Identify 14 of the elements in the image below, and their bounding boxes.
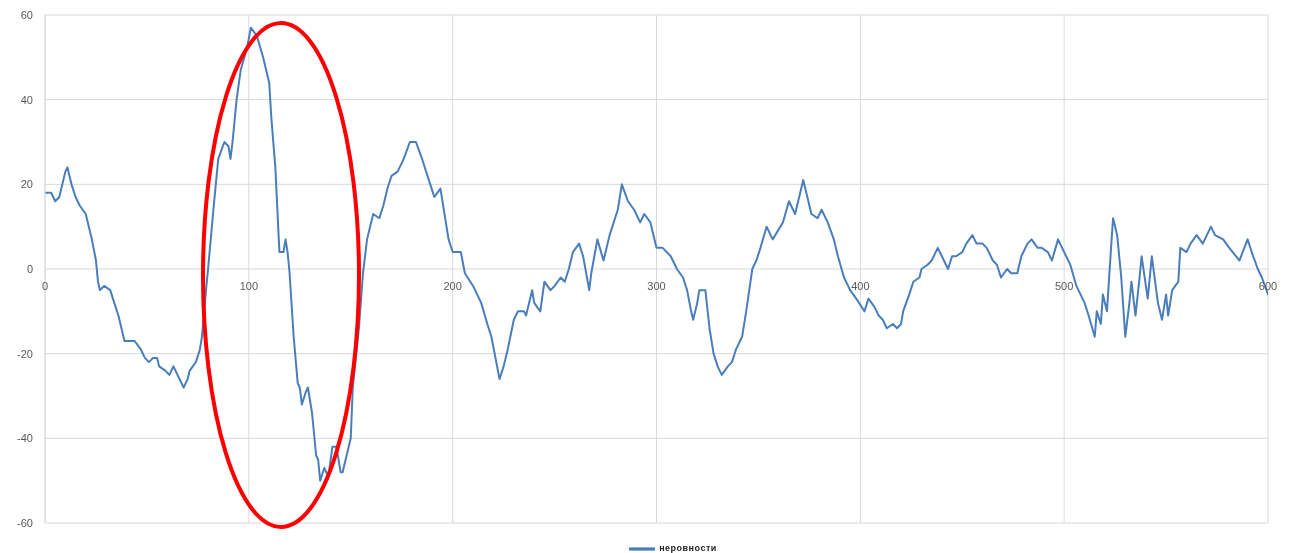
y-tick-label: -20	[17, 347, 33, 360]
x-tick-label: 0	[41, 280, 49, 292]
x-tick-label: 200	[443, 280, 462, 292]
x-tick-label: 500	[1054, 280, 1074, 292]
y-tick-label: 20	[20, 178, 33, 191]
x-tick-label: 400	[851, 280, 870, 292]
legend-label: неровности	[659, 543, 717, 553]
x-tick-label: 300	[647, 280, 666, 292]
y-tick-label: 0	[26, 262, 33, 275]
y-tick-label: 40	[20, 93, 33, 106]
y-tick-label: -40	[17, 432, 33, 445]
x-tick-label: 100	[239, 280, 259, 292]
y-tick-label: -60	[17, 516, 33, 529]
y-tick-label: 60	[20, 8, 33, 21]
